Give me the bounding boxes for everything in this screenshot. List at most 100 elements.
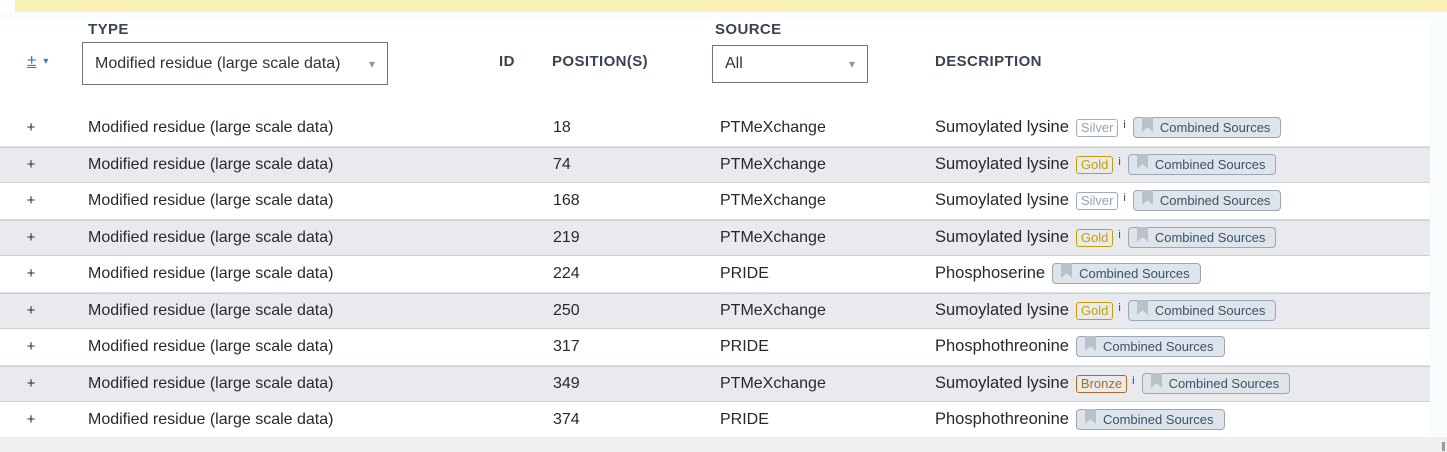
bookmark-icon bbox=[1136, 154, 1148, 174]
feature-type-cell: Modified residue (large scale data) bbox=[88, 191, 334, 209]
table-row: + Modified residue (large scale data) 34… bbox=[0, 365, 1430, 402]
confidence-badge[interactable]: Gold bbox=[1075, 155, 1114, 174]
description-text: Sumoylated lysine bbox=[935, 228, 1069, 247]
source-cell: PRIDE bbox=[720, 410, 769, 428]
description-cell: Sumoylated lysine Gold i Combined Source… bbox=[935, 154, 1430, 176]
type-filter-value: Modified residue (large scale data) bbox=[95, 54, 341, 72]
chevron-down-icon: ▾ bbox=[43, 55, 49, 67]
chevron-down-icon: ▾ bbox=[368, 56, 375, 71]
evidence-tag[interactable]: Combined Sources bbox=[1052, 263, 1201, 285]
expand-collapse-all-control[interactable]: ± ▾ bbox=[27, 51, 48, 71]
evidence-tag-label: Combined Sources bbox=[1154, 157, 1266, 173]
position-cell: 317 bbox=[553, 337, 580, 355]
source-cell: PTMeXchange bbox=[720, 301, 826, 319]
source-filter-select[interactable]: All ▾ bbox=[712, 45, 868, 83]
description-cell: Sumoylated lysine Bronze i Combined Sour… bbox=[935, 373, 1430, 395]
description-cell: Sumoylated lysine Silver i Combined Sour… bbox=[935, 190, 1430, 212]
evidence-tag-label: Combined Sources bbox=[1102, 412, 1214, 428]
description-text: Sumoylated lysine bbox=[935, 118, 1069, 137]
expand-row-button[interactable]: + bbox=[26, 156, 36, 174]
table-row: + Modified residue (large scale data) 22… bbox=[0, 256, 1430, 293]
evidence-tag[interactable]: Combined Sources bbox=[1132, 190, 1282, 212]
column-header-id: ID bbox=[499, 53, 515, 70]
description-text: Sumoylated lysine bbox=[935, 155, 1069, 174]
description-cell: Sumoylated lysine Gold i Combined Source… bbox=[935, 227, 1430, 249]
column-header-description: DESCRIPTION bbox=[935, 53, 1042, 70]
evidence-tag[interactable]: Combined Sources bbox=[1075, 336, 1225, 358]
table-row: + Modified residue (large scale data) 16… bbox=[0, 183, 1430, 220]
position-cell: 374 bbox=[553, 410, 580, 428]
column-header-positions: POSITION(S) bbox=[552, 53, 649, 70]
feature-type-cell: Modified residue (large scale data) bbox=[88, 410, 334, 428]
description-cell: Phosphothreonine Combined Sources bbox=[935, 409, 1430, 431]
evidence-tag[interactable]: Combined Sources bbox=[1141, 373, 1291, 395]
description-text: Phosphothreonine bbox=[935, 410, 1069, 429]
evidence-tag-label: Combined Sources bbox=[1154, 303, 1266, 319]
column-header-source: SOURCE bbox=[715, 21, 782, 38]
source-filter-value: All bbox=[725, 55, 743, 72]
evidence-tag-label: Combined Sources bbox=[1159, 193, 1271, 209]
position-cell: 219 bbox=[553, 228, 580, 246]
source-cell: PRIDE bbox=[720, 337, 769, 355]
column-header-type: TYPE bbox=[88, 21, 129, 38]
sub-accent-strip bbox=[0, 12, 1447, 19]
feature-type-cell: Modified residue (large scale data) bbox=[88, 228, 334, 246]
expand-collapse-all-label[interactable]: ± bbox=[27, 51, 37, 70]
bookmark-icon bbox=[1084, 409, 1096, 429]
scrollbar-thumb[interactable] bbox=[1442, 442, 1445, 451]
source-cell: PTMeXchange bbox=[720, 155, 826, 173]
description-text: Sumoylated lysine bbox=[935, 191, 1069, 210]
confidence-badge[interactable]: Gold bbox=[1075, 228, 1114, 247]
info-superscript: i bbox=[1118, 229, 1121, 242]
horizontal-scrollbar[interactable] bbox=[0, 437, 1447, 452]
source-cell: PTMeXchange bbox=[720, 118, 826, 136]
expand-row-button[interactable]: + bbox=[26, 302, 36, 320]
position-cell: 349 bbox=[553, 374, 580, 392]
highlight-bar bbox=[15, 0, 1447, 12]
feature-type-cell: Modified residue (large scale data) bbox=[88, 118, 334, 136]
table-row: + Modified residue (large scale data) 37… bbox=[0, 402, 1430, 439]
type-filter-select[interactable]: Modified residue (large scale data) ▾ bbox=[82, 42, 388, 85]
evidence-tag-label: Combined Sources bbox=[1168, 376, 1280, 392]
bookmark-icon bbox=[1061, 263, 1073, 283]
confidence-badge[interactable]: Gold bbox=[1075, 301, 1114, 320]
description-cell: Phosphoserine Combined Sources bbox=[935, 263, 1430, 285]
bookmark-icon bbox=[1150, 373, 1162, 393]
bookmark-icon bbox=[1136, 300, 1148, 320]
evidence-tag[interactable]: Combined Sources bbox=[1075, 409, 1225, 431]
expand-row-button[interactable]: + bbox=[26, 411, 36, 429]
expand-row-button[interactable]: + bbox=[26, 338, 36, 356]
info-superscript: i bbox=[1123, 119, 1126, 132]
description-cell: Sumoylated lysine Silver i Combined Sour… bbox=[935, 117, 1430, 139]
position-cell: 18 bbox=[553, 118, 571, 136]
confidence-badge[interactable]: Bronze bbox=[1075, 374, 1128, 393]
feature-type-cell: Modified residue (large scale data) bbox=[88, 155, 334, 173]
expand-row-button[interactable]: + bbox=[26, 265, 36, 283]
evidence-tag[interactable]: Combined Sources bbox=[1127, 154, 1277, 176]
info-superscript: i bbox=[1118, 302, 1121, 315]
table-row: + Modified residue (large scale data) 21… bbox=[0, 219, 1430, 256]
confidence-badge[interactable]: Silver bbox=[1075, 191, 1119, 210]
evidence-tag[interactable]: Combined Sources bbox=[1127, 300, 1277, 322]
expand-row-button[interactable]: + bbox=[26, 229, 36, 247]
position-cell: 168 bbox=[553, 191, 580, 209]
expand-row-button[interactable]: + bbox=[26, 192, 36, 210]
description-cell: Sumoylated lysine Gold i Combined Source… bbox=[935, 300, 1430, 322]
evidence-tag[interactable]: Combined Sources bbox=[1132, 117, 1282, 139]
info-superscript: i bbox=[1123, 192, 1126, 205]
bookmark-icon bbox=[1084, 336, 1096, 356]
bookmark-icon bbox=[1141, 190, 1153, 210]
confidence-badge[interactable]: Silver bbox=[1075, 118, 1119, 137]
description-text: Phosphothreonine bbox=[935, 337, 1069, 356]
expand-row-button[interactable]: + bbox=[26, 119, 36, 137]
feature-type-cell: Modified residue (large scale data) bbox=[88, 264, 334, 282]
info-superscript: i bbox=[1118, 156, 1121, 169]
expand-row-button[interactable]: + bbox=[26, 375, 36, 393]
feature-type-cell: Modified residue (large scale data) bbox=[88, 337, 334, 355]
bookmark-icon bbox=[1141, 117, 1153, 137]
evidence-tag[interactable]: Combined Sources bbox=[1127, 227, 1277, 249]
info-superscript: i bbox=[1132, 375, 1135, 388]
position-cell: 250 bbox=[553, 301, 580, 319]
evidence-tag-label: Combined Sources bbox=[1159, 120, 1271, 136]
bookmark-icon bbox=[1136, 227, 1148, 247]
